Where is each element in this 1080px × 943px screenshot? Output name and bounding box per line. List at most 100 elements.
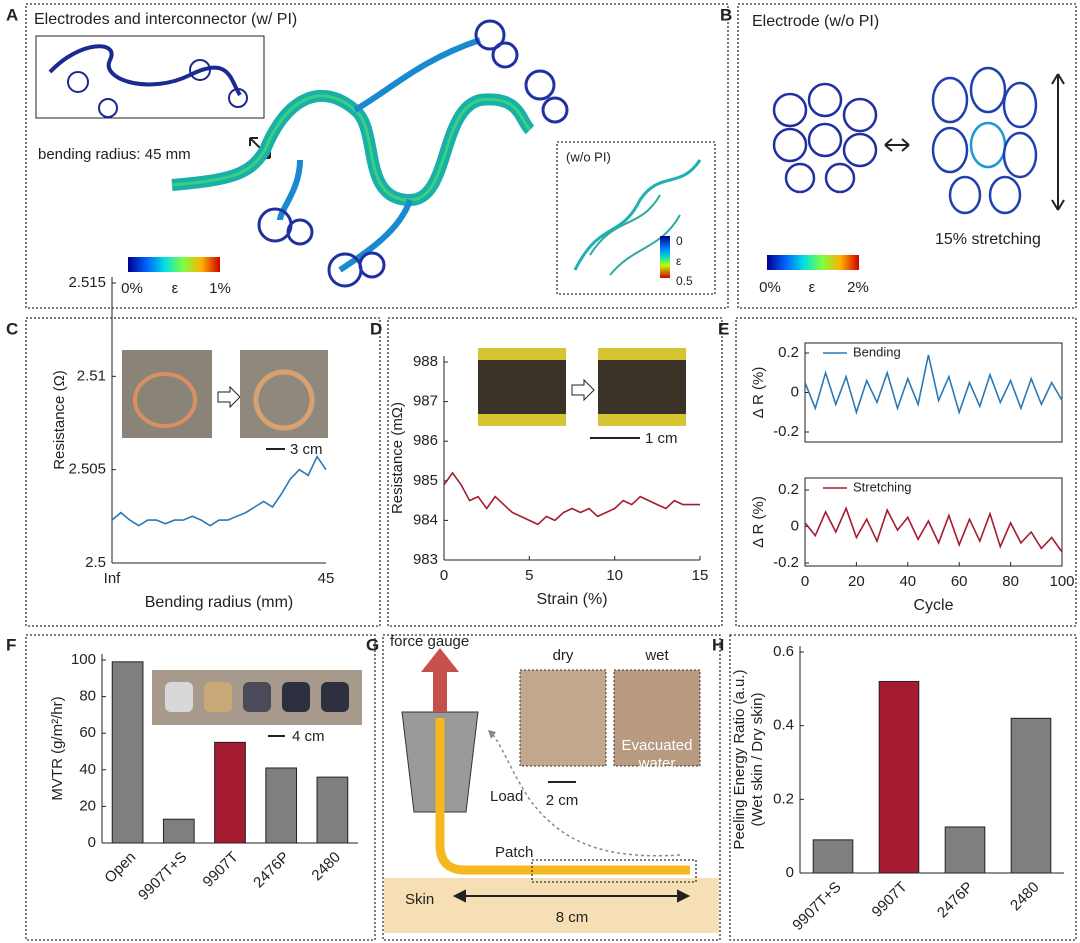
x-tick-label: 45 bbox=[318, 570, 335, 587]
label: wet bbox=[644, 647, 669, 664]
y-axis-label: MVTR (g/m²/hr) bbox=[49, 696, 66, 800]
plot-frame bbox=[804, 477, 1063, 567]
y-tick-label: 2.51 bbox=[77, 367, 106, 384]
inset-electrode bbox=[573, 159, 702, 271]
colorbar-label: 0% bbox=[759, 279, 781, 296]
panel-label: B bbox=[720, 5, 732, 24]
photo bbox=[519, 669, 607, 767]
y-tick-label: 60 bbox=[79, 724, 96, 741]
label: Skin bbox=[405, 891, 434, 908]
bar bbox=[944, 826, 986, 874]
skin bbox=[384, 878, 719, 933]
x-tick-label: 9907T bbox=[200, 849, 242, 891]
colorbar-label: 0.5 bbox=[676, 274, 693, 288]
photo-detail bbox=[253, 369, 315, 431]
scale-label: 1 cm bbox=[645, 430, 678, 447]
y-axis-label: Resistance (mΩ) bbox=[389, 402, 406, 514]
label: force gauge bbox=[390, 633, 469, 650]
y-tick-label: 0 bbox=[791, 517, 799, 534]
colorbar-label: 2% bbox=[847, 279, 869, 296]
label: Evacuated bbox=[622, 737, 693, 754]
panel-label: D bbox=[370, 319, 382, 338]
highlight bbox=[531, 859, 697, 883]
photo-detail bbox=[133, 372, 197, 428]
y-axis-label: Resistance (Ω) bbox=[51, 370, 68, 470]
label: 8 cm bbox=[556, 909, 589, 926]
y-tick-label: 20 bbox=[79, 797, 96, 814]
plot-frame bbox=[804, 342, 1063, 443]
y-tick-label: 100 bbox=[71, 651, 96, 668]
inset-drawing bbox=[48, 44, 242, 97]
panel-a: Electrodes and interconnector (w/ PI) be… bbox=[34, 11, 716, 297]
y-tick-label: 2.505 bbox=[68, 461, 106, 478]
bar bbox=[214, 741, 246, 844]
electrodes bbox=[257, 19, 569, 288]
y-tick-label: 0 bbox=[791, 383, 799, 400]
y-axis-label: (Wet skin / Dry skin) bbox=[749, 693, 766, 827]
x-axis-label: Strain (%) bbox=[536, 591, 607, 608]
x-tick-label: Inf bbox=[104, 570, 122, 587]
x-tick-label: 40 bbox=[899, 573, 916, 590]
colorbar-label: ε bbox=[676, 254, 682, 268]
y-tick-label: 986 bbox=[413, 432, 438, 449]
x-tick-label: 100 bbox=[1049, 573, 1074, 590]
photo-detail bbox=[165, 682, 349, 712]
x-tick-label: 2480 bbox=[308, 849, 344, 885]
x-axis-label: Bending radius (mm) bbox=[145, 594, 294, 611]
y-tick-label: 984 bbox=[413, 511, 438, 528]
interconnector-branch bbox=[277, 37, 481, 273]
y-tick-label: 0 bbox=[88, 834, 96, 851]
x-tick-label: 2476P bbox=[250, 849, 293, 892]
x-tick-label: 15 bbox=[692, 567, 709, 584]
electrode-stretched bbox=[931, 66, 1038, 215]
legend-label: Stretching bbox=[853, 479, 912, 494]
arrowhead bbox=[488, 730, 496, 739]
y-tick-label: 0.2 bbox=[778, 481, 799, 498]
y-tick-label: 0.6 bbox=[773, 643, 794, 660]
panel-g: force gauge dry wet 2 cm Evacuated water… bbox=[384, 633, 719, 933]
arrow bbox=[452, 889, 691, 903]
x-tick-label: 0 bbox=[440, 567, 448, 584]
x-tick-label: 2480 bbox=[1007, 879, 1043, 915]
scale-label: 2 cm bbox=[546, 792, 579, 809]
colorbar-label: ε bbox=[809, 279, 816, 296]
annotation: bending radius: 45 mm bbox=[38, 146, 191, 163]
colorbar-label: 0 bbox=[676, 234, 683, 248]
data-line bbox=[804, 354, 1063, 416]
arrow bbox=[571, 378, 595, 402]
x-tick-label: 0 bbox=[801, 573, 809, 590]
panel-title: Electrodes and interconnector (w/ PI) bbox=[34, 11, 297, 28]
x-tick-label: 9907T+S bbox=[789, 879, 844, 934]
patch bbox=[435, 718, 690, 875]
x-tick-label: 80 bbox=[1002, 573, 1019, 590]
colorbar bbox=[660, 236, 670, 278]
label: Patch bbox=[495, 844, 533, 861]
label: water bbox=[638, 755, 676, 772]
y-tick-label: 0.2 bbox=[778, 344, 799, 361]
y-tick-label: 988 bbox=[413, 353, 438, 370]
x-tick-label: 5 bbox=[525, 567, 533, 584]
photo bbox=[613, 669, 701, 767]
colorbar-label: ε bbox=[172, 280, 179, 297]
panel-b: Electrode (w/o PI) 15% stretching 0% ε 2… bbox=[752, 13, 1065, 296]
inset-title: (w/o PI) bbox=[566, 149, 611, 164]
electrode bbox=[772, 82, 878, 194]
x-tick-label: 9907T+S bbox=[135, 849, 190, 904]
x-tick-label: 9907T bbox=[869, 879, 911, 921]
inset-box bbox=[556, 141, 716, 295]
colorbar bbox=[128, 257, 220, 272]
arrow bbox=[421, 648, 459, 712]
photo bbox=[598, 348, 686, 426]
legend-label: Bending bbox=[853, 344, 901, 359]
x-tick-label: 10 bbox=[606, 567, 623, 584]
y-tick-label: 40 bbox=[79, 761, 96, 778]
y-tick-label: 2.515 bbox=[68, 274, 106, 291]
inset-box bbox=[35, 35, 265, 119]
x-tick-label: Open bbox=[101, 849, 139, 887]
inset-knots bbox=[67, 59, 248, 118]
y-tick-label: 985 bbox=[413, 472, 438, 489]
arrow bbox=[489, 731, 681, 857]
y-tick-label: 983 bbox=[413, 551, 438, 568]
y-tick-label: -0.2 bbox=[773, 423, 799, 440]
data-line bbox=[804, 506, 1063, 553]
